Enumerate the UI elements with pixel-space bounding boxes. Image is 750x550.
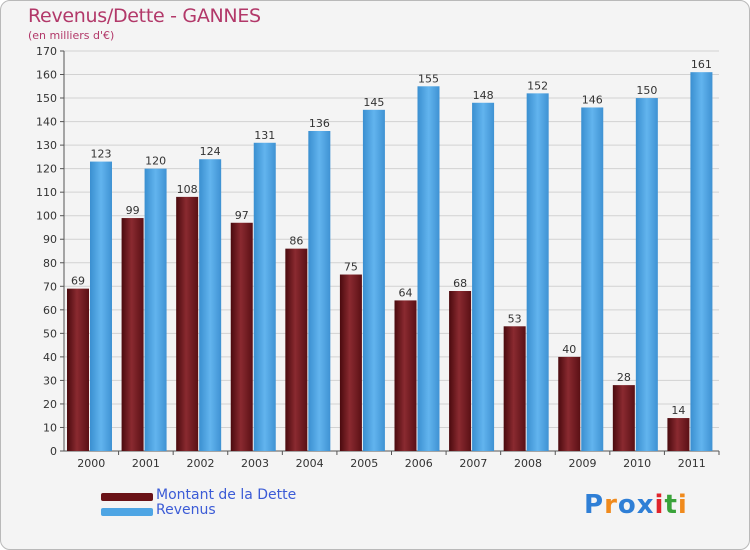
x-tick-label: 2003 — [241, 457, 269, 470]
y-tick-label: 150 — [36, 92, 57, 105]
debt-value-label: 28 — [617, 371, 631, 384]
grid-lines — [64, 50, 719, 452]
logo-letter: P — [584, 490, 605, 520]
revenue-value-label: 146 — [582, 93, 603, 106]
chart-subtitle: (en milliers d'€) — [28, 29, 115, 42]
debt-bar — [176, 196, 199, 451]
x-tick-label: 2005 — [350, 457, 378, 470]
chart-title: Revenus/Dette - GANNES — [28, 5, 261, 27]
debt-value-label: 14 — [671, 404, 685, 417]
x-tick-label: 2002 — [186, 457, 214, 470]
debt-value-label: 75 — [344, 261, 358, 274]
x-tick-label: 2004 — [296, 457, 324, 470]
debt-bar — [503, 326, 526, 451]
y-tick-label: 120 — [36, 163, 57, 176]
x-tick-label: 2001 — [132, 457, 160, 470]
revenue-value-label: 124 — [200, 145, 221, 158]
revenue-bar — [472, 102, 495, 451]
revenue-value-label: 120 — [145, 155, 166, 168]
y-tick-label: 140 — [36, 116, 57, 129]
x-tick-label: 2011 — [678, 457, 706, 470]
y-tick-label: 90 — [43, 233, 57, 246]
y-tick-label: 110 — [36, 186, 57, 199]
revenue-bar — [362, 109, 385, 451]
y-tick-label: 10 — [43, 421, 57, 434]
debt-bar — [612, 385, 635, 451]
debt-bar — [558, 356, 581, 451]
revenue-value-label: 161 — [691, 58, 712, 71]
y-tick-label: 160 — [36, 69, 57, 82]
revenue-value-label: 145 — [363, 96, 384, 109]
debt-value-label: 64 — [399, 286, 413, 299]
x-tick-label: 2008 — [514, 457, 542, 470]
revenue-bar — [308, 131, 331, 451]
x-tick-label: 2007 — [459, 457, 487, 470]
revenue-bar — [581, 107, 604, 452]
y-tick-label: 70 — [43, 280, 57, 293]
revenue-bar — [690, 72, 713, 452]
logo-letter: r — [604, 490, 618, 520]
y-tick-label: 80 — [43, 257, 57, 270]
logo-letter: t — [664, 490, 678, 520]
debt-bar — [339, 274, 362, 451]
legend-debt-swatch — [101, 493, 153, 501]
revenue-value-label: 136 — [309, 117, 330, 130]
x-tick-label: 2010 — [623, 457, 651, 470]
revenue-bar — [253, 142, 276, 451]
y-tick-label: 60 — [43, 304, 57, 317]
revenue-bar — [526, 93, 549, 452]
debt-value-label: 40 — [562, 343, 576, 356]
debt-bar — [667, 418, 690, 451]
revenue-value-label: 155 — [418, 72, 439, 85]
y-tick-label: 40 — [43, 351, 57, 364]
debt-value-label: 97 — [235, 209, 249, 222]
x-tick-label: 2000 — [77, 457, 105, 470]
debt-value-label: 99 — [126, 204, 140, 217]
revenue-bar — [90, 161, 112, 451]
logo-letter: x — [636, 490, 655, 520]
logo-letter: o — [617, 490, 637, 520]
logo-letter: i — [677, 490, 688, 520]
axes: 0 10 20 30 40 50 60 70 80 90 100 110 120 130 140 150 160… — [36, 45, 720, 470]
revenue-value-label: 123 — [91, 148, 112, 161]
y-tick-label: 170 — [36, 45, 57, 58]
x-tick-label: 2009 — [569, 457, 597, 470]
y-tick-label: 0 — [50, 445, 57, 458]
debt-bar — [285, 248, 308, 451]
debt-bar — [449, 291, 472, 451]
revenue-bar — [199, 159, 222, 451]
x-tick-label: 2006 — [405, 457, 433, 470]
y-tick-label: 130 — [36, 139, 57, 152]
revenue-bar — [417, 86, 440, 451]
revenue-bar — [635, 98, 658, 451]
debt-bar — [121, 218, 144, 451]
revenue-value-label: 148 — [473, 89, 494, 102]
logo-letter: i — [654, 490, 665, 520]
debt-value-label: 86 — [289, 235, 303, 248]
y-tick-label: 50 — [43, 327, 57, 340]
revenue-value-label: 131 — [254, 129, 275, 142]
revenue-value-label: 152 — [527, 79, 548, 92]
data-labels: 69 123 99 120 108 124 97 131 86 136 75 145 64 155 68 14… — [71, 58, 712, 417]
legend-debt-label: Montant de la Dette — [156, 487, 297, 503]
debt-value-label: 108 — [177, 183, 198, 196]
debt-bar — [394, 300, 417, 451]
y-tick-label: 20 — [43, 398, 57, 411]
debt-bar — [67, 288, 89, 451]
legend-revenue-label: Revenus — [156, 502, 216, 518]
legend-revenue-swatch — [101, 508, 153, 516]
debt-value-label: 68 — [453, 277, 467, 290]
revenue-bar — [144, 168, 167, 451]
bars — [67, 72, 713, 452]
y-tick-label: 30 — [43, 374, 57, 387]
proxiti-logo: Proxiti — [584, 490, 688, 520]
y-tick-label: 100 — [36, 210, 57, 223]
debt-value-label: 53 — [508, 312, 522, 325]
debt-bar — [230, 222, 253, 451]
debt-value-label: 69 — [71, 275, 85, 288]
revenue-value-label: 150 — [636, 84, 657, 97]
